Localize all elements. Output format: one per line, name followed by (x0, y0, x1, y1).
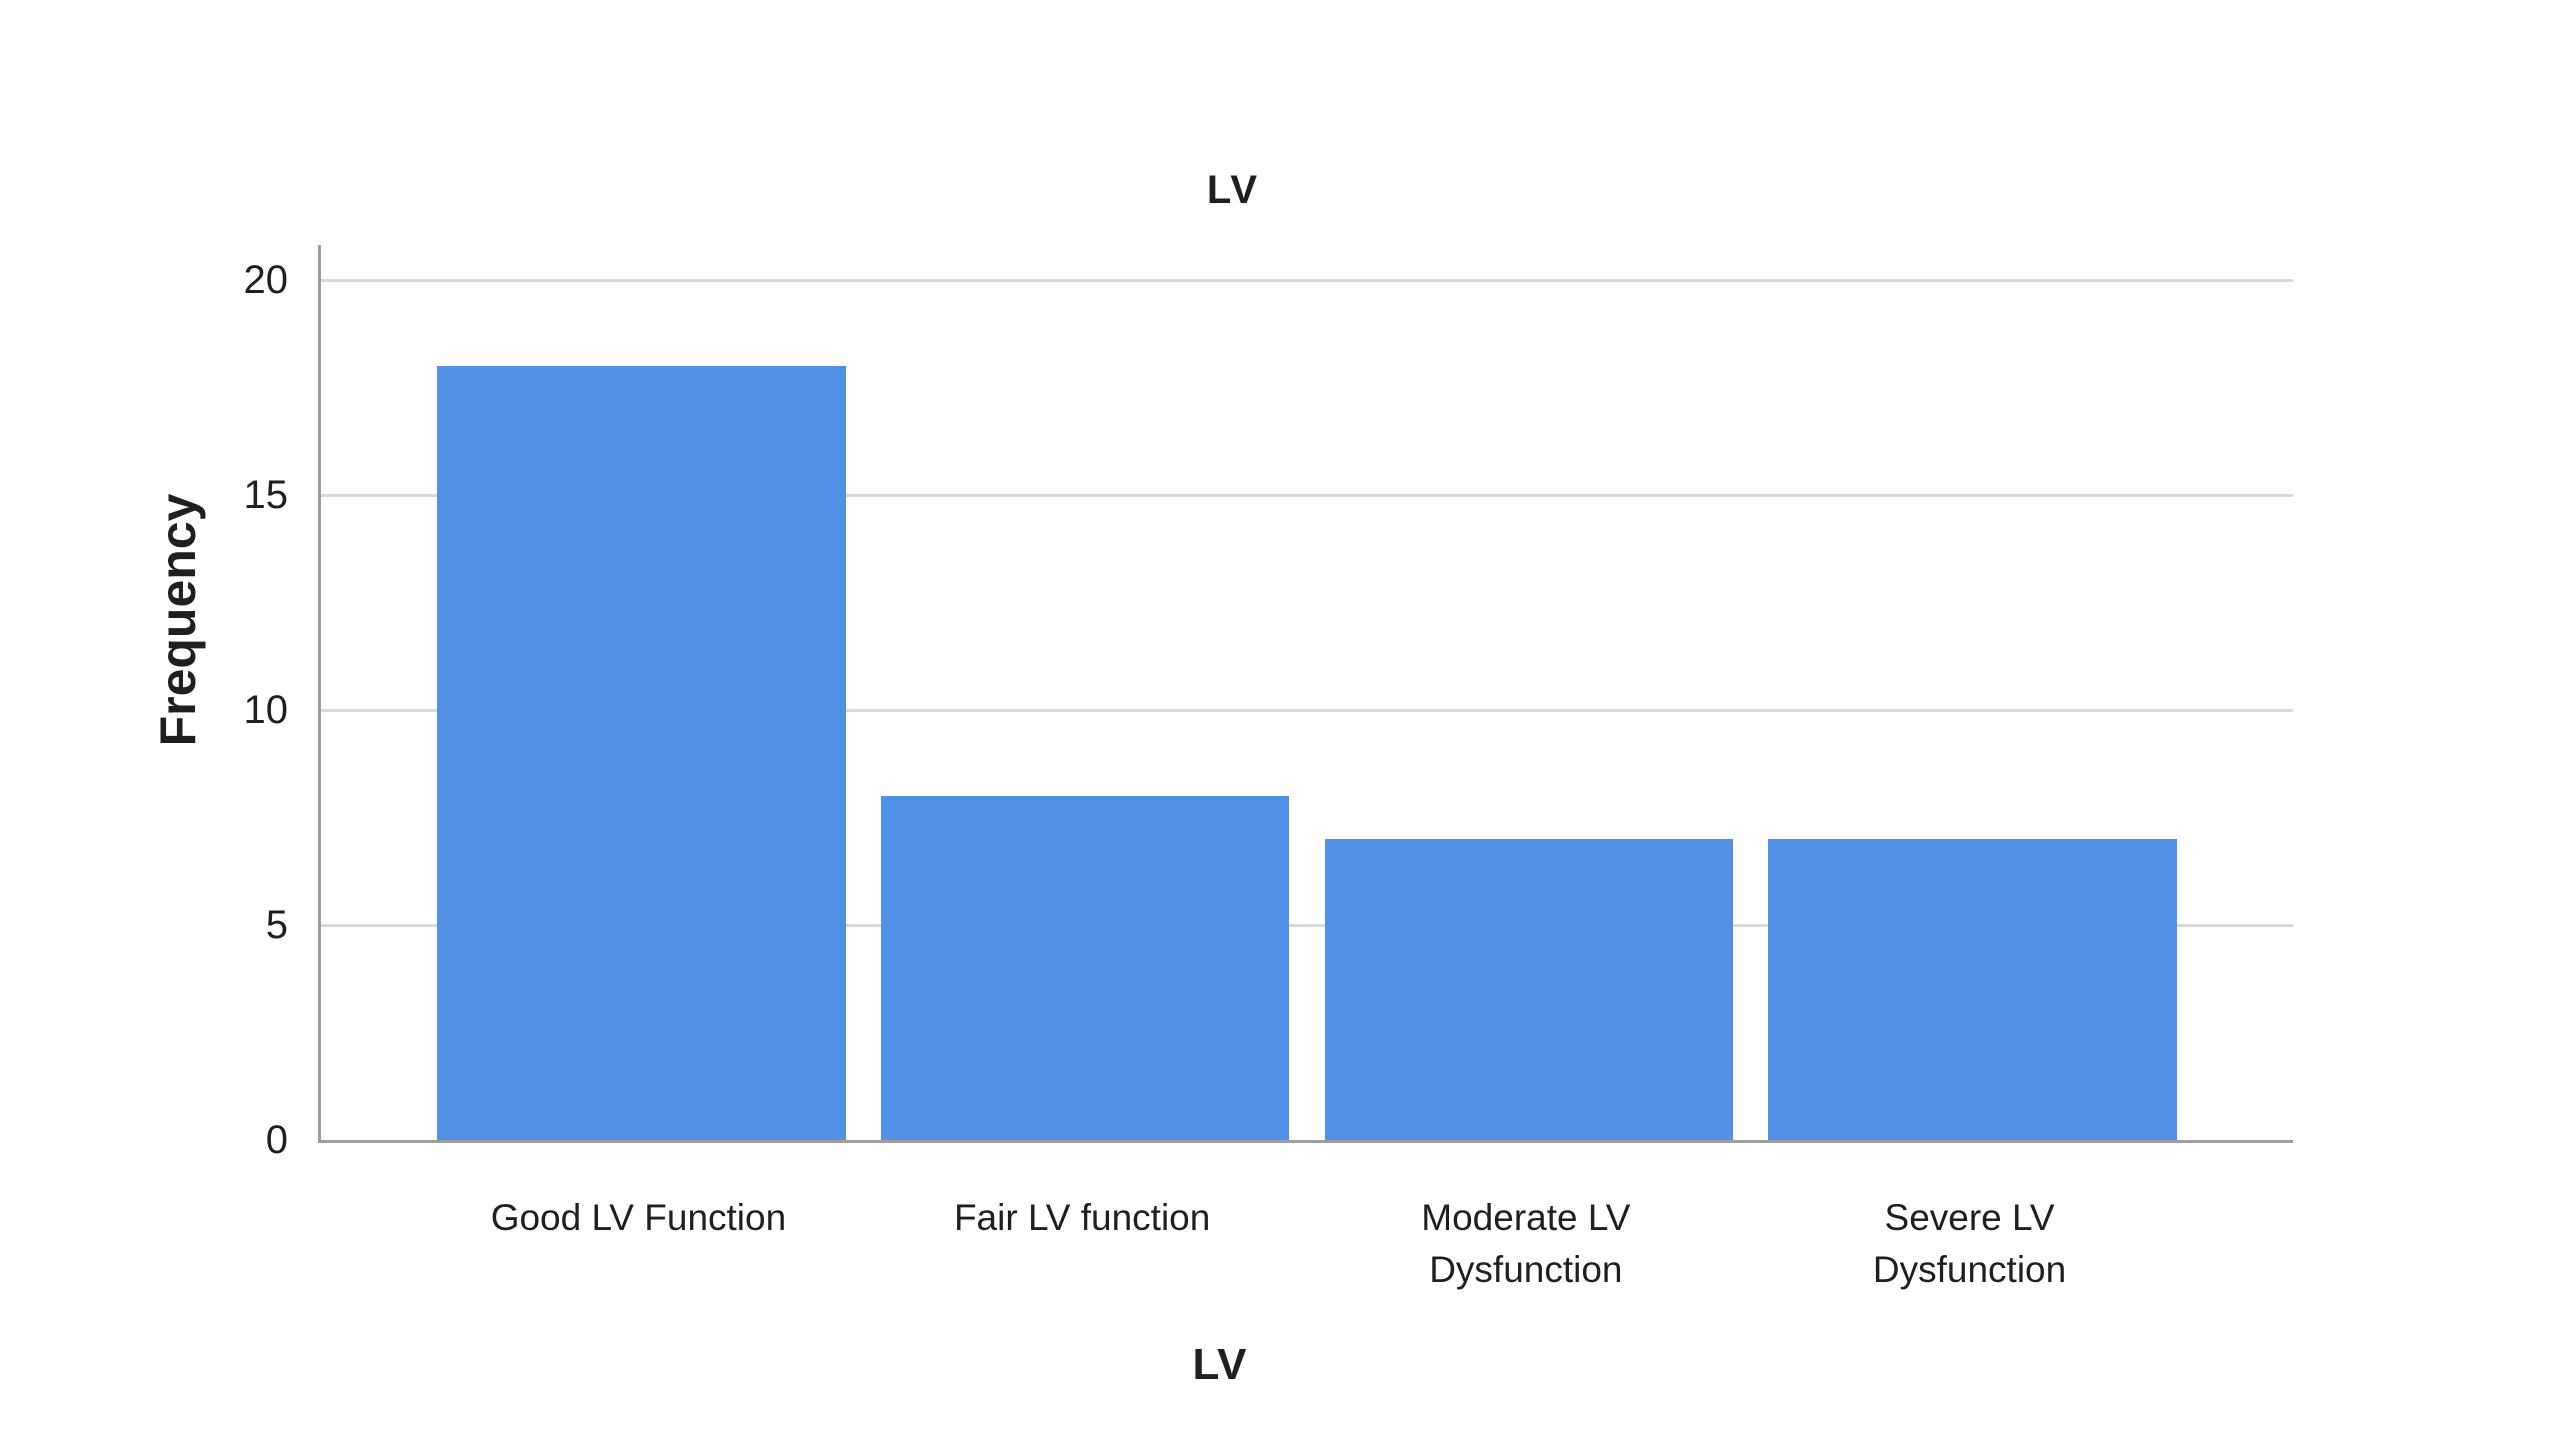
y-gridline-20 (321, 278, 2293, 282)
bar-2 (881, 796, 1290, 1140)
bar-3 (1324, 839, 1733, 1140)
plot-area (318, 245, 2293, 1143)
bar-4 (1768, 839, 2177, 1140)
y-tick-label-15: 15 (243, 473, 289, 517)
x-category-label-1: Good LV Function (490, 1197, 787, 1238)
x-category-label-3: Moderate LV Dysfunction (1421, 1197, 1631, 1290)
y-gridline-15 (321, 493, 2293, 497)
y-gridline-5 (321, 923, 2293, 927)
y-tick-label-20: 20 (243, 258, 289, 302)
x-category-label-2: Fair LV function (953, 1197, 1211, 1238)
bar-1 (437, 366, 846, 1140)
y-tick-label-0: 0 (265, 1118, 288, 1162)
y-tick-label-10: 10 (243, 688, 289, 732)
y-tick-label-5: 5 (265, 903, 288, 947)
x-axis-title: LV (1192, 1340, 1248, 1389)
y-gridline-10 (321, 708, 2293, 712)
chart-title: LV (1206, 168, 1260, 212)
x-category-label-4: Severe LV Dysfunction (1872, 1197, 2067, 1290)
